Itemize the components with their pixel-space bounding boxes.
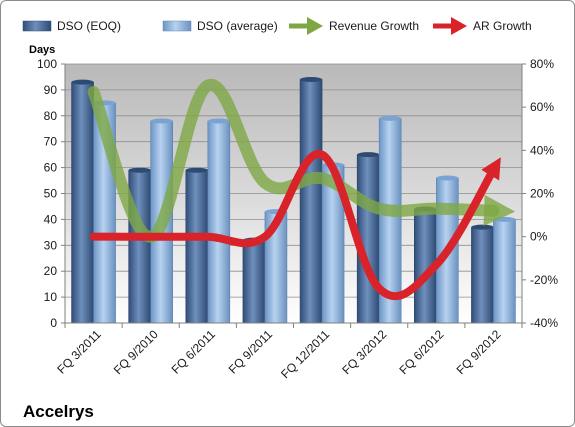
y-ticks-left: 0 10 20 30 40 50 60 70 80 90 100 (37, 57, 65, 330)
y-tick-label-right: 80% (530, 57, 554, 71)
y-tick-label-left: 0 (50, 316, 57, 330)
point-ar-growth (378, 287, 381, 290)
x-tick-label: FQ 3/2011 (54, 327, 104, 377)
point-revenue-growth (378, 207, 381, 210)
y-tick-label-right: -20% (530, 273, 558, 287)
y-tick-label-left: 10 (44, 290, 58, 304)
bar-top-dso-average (379, 115, 402, 121)
point-ar-growth (149, 235, 152, 238)
point-ar-growth (206, 235, 209, 238)
y-tick-label-left: 80 (44, 109, 58, 123)
y-tick-label-right: 60% (530, 100, 554, 114)
x-ticks: FQ 3/2011 FQ 9/2010 FQ 6/2011 FQ 9/2011 FQ 1… (54, 323, 523, 381)
bar-top-dso-eoq (185, 167, 208, 173)
bar-top-dso-average (150, 118, 173, 124)
y-tick-label-left: 20 (44, 264, 58, 278)
y-tick-label-left: 40 (44, 212, 58, 226)
x-tick-label: FQ 9/2011 (226, 327, 276, 377)
point-ar-growth (435, 263, 438, 266)
bar-top-dso-eoq (71, 79, 94, 85)
point-ar-growth (263, 235, 266, 238)
y-tick-label-right: 0% (530, 230, 548, 244)
line-ar-growth (89, 150, 501, 301)
legend-label-ar-growth: AR Growth (473, 19, 532, 33)
point-revenue-growth (92, 91, 95, 94)
bar-top-dso-eoq (300, 77, 323, 83)
bar-top-dso-average (493, 216, 516, 222)
point-ar-growth (492, 168, 495, 171)
chart-title: Accelrys (23, 402, 94, 421)
x-tick-label: FQ 12/2011 (278, 327, 332, 381)
x-tick-label: FQ 9/2010 (111, 327, 161, 377)
bar-dso-eoq (185, 169, 209, 324)
bar-top-dso-average (207, 118, 230, 124)
y-ticks-right: -40% -20% 0% 20% 40% 60% 80% (522, 57, 558, 330)
bar-top-dso-eoq (128, 167, 151, 173)
point-revenue-growth (492, 209, 495, 212)
bar-dso-eoq (242, 239, 266, 324)
legend-item-dso-average: DSO (average) (162, 19, 278, 33)
y-tick-label-right: 20% (530, 187, 554, 201)
y-tick-label-left: 50 (44, 187, 58, 201)
y-axis-title: Days (29, 44, 55, 56)
bar-top-dso-average (436, 175, 459, 181)
y-tick-label-left: 60 (44, 161, 58, 175)
x-tick-label: FQ 9/2012 (454, 327, 504, 377)
bar-dso-average (207, 120, 231, 324)
y-tick-label-left: 100 (37, 57, 57, 71)
legend-item-dso-eoq: DSO (EOQ) (22, 19, 121, 33)
legend-item-revenue-growth: Revenue Growth (289, 17, 419, 35)
y-tick-label-left: 30 (44, 238, 58, 252)
x-tick-label: FQ 6/2012 (396, 327, 446, 377)
x-tick-label: FQ 3/2012 (339, 327, 389, 377)
bar-dso-eoq (299, 79, 323, 324)
point-ar-growth (321, 153, 324, 156)
point-revenue-growth (206, 84, 209, 87)
y-tick-label-right: -40% (530, 316, 558, 330)
legend-label-dso-eoq: DSO (EOQ) (57, 19, 121, 33)
legend-label-dso-average: DSO (average) (197, 19, 278, 33)
bar-dso-eoq (128, 169, 151, 324)
bar-top-dso-eoq (357, 152, 380, 158)
bar-dso-average (493, 219, 516, 324)
point-revenue-growth (263, 181, 266, 184)
point-ar-growth (92, 235, 95, 238)
y-tick-label-right: 40% (530, 143, 554, 157)
bar-top-dso-eoq (471, 224, 494, 230)
y-tick-label-left: 70 (44, 135, 58, 149)
legend: DSO (EOQ) DSO (average) Revenue Growth A… (22, 17, 532, 35)
legend-label-revenue-growth: Revenue Growth (329, 19, 419, 33)
bar-dso-eoq (471, 226, 494, 324)
point-revenue-growth (435, 207, 438, 210)
point-revenue-growth (321, 177, 324, 180)
x-tick-label: FQ 6/2011 (169, 327, 219, 377)
growth-lines (87, 79, 516, 301)
legend-item-ar-growth: AR Growth (433, 17, 532, 35)
y-tick-label-left: 90 (44, 83, 58, 97)
bar-dso-eoq (71, 81, 94, 324)
